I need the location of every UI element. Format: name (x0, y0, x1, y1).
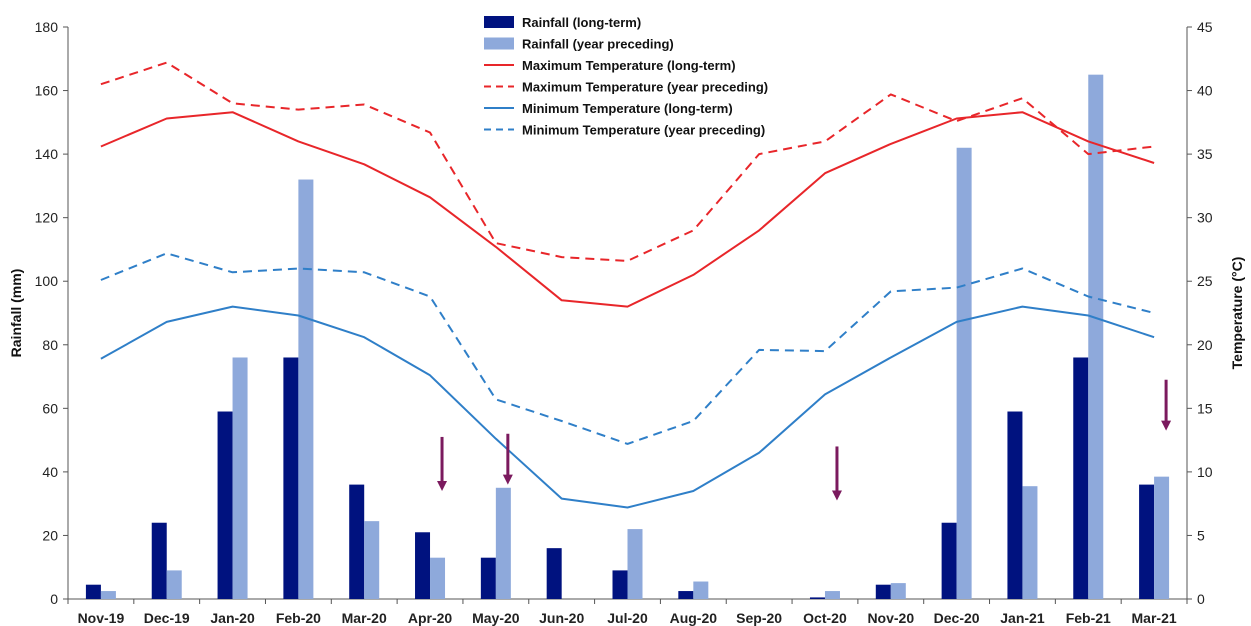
legend-label: Rainfall (long-term) (522, 15, 641, 30)
rainfall-bar (415, 532, 431, 599)
rainfall-bar (1139, 484, 1155, 599)
rainfall-bar (495, 487, 511, 599)
x-tick-label: Jan-21 (1000, 610, 1045, 626)
x-tick-label: May-20 (472, 610, 520, 626)
x-tick-label: Oct-20 (803, 610, 847, 626)
legend-swatch (484, 16, 514, 28)
right-tick-label: 35 (1197, 146, 1213, 162)
x-tick-label: Jul-20 (607, 610, 648, 626)
right-tick-label: 15 (1197, 400, 1213, 416)
rainfall-bar (546, 548, 562, 599)
x-tick-label: Feb-21 (1066, 610, 1111, 626)
rainfall-bar (298, 179, 314, 600)
right-tick-label: 30 (1197, 210, 1213, 226)
x-tick-label: Apr-20 (408, 610, 453, 626)
left-tick-label: 40 (42, 464, 58, 480)
rainfall-bar (809, 597, 825, 599)
rainfall-bar (232, 357, 248, 599)
rainfall-bar (1154, 476, 1170, 599)
right-tick-label: 10 (1197, 464, 1213, 480)
rainfall-bar (1007, 411, 1023, 599)
y-axis-title: Rainfall (mm) (8, 269, 24, 358)
right-tick-label: 45 (1197, 19, 1213, 35)
rainfall-bar (941, 522, 957, 599)
down-arrow-head (502, 474, 513, 485)
rainfall-bar (956, 147, 972, 599)
rainfall-bar (430, 557, 446, 599)
right-tick-label: 40 (1197, 83, 1213, 99)
left-tick-label: 160 (35, 83, 59, 99)
left-tick-label: 140 (35, 146, 59, 162)
rainfall-bar (627, 529, 643, 599)
rainfall-bar (349, 484, 365, 599)
legend-swatch (484, 37, 514, 50)
rainfall-bar (283, 357, 299, 599)
rainfall-bar (151, 522, 167, 599)
rainfall-bar (1073, 357, 1089, 599)
right-tick-label: 25 (1197, 273, 1213, 289)
left-tick-label: 80 (42, 337, 58, 353)
temperature-line (100, 305, 1155, 509)
temperature-line (100, 111, 1155, 308)
x-tick-label: Jan-20 (210, 610, 255, 626)
rainfall-bar (166, 570, 182, 599)
left-tick-label: 180 (35, 19, 59, 35)
x-tick-label: Nov-19 (78, 610, 125, 626)
rainfall-bar (85, 584, 101, 599)
x-tick-label: Jun-20 (539, 610, 584, 626)
rainfall-bar (1022, 486, 1038, 599)
x-tick-label: Sep-20 (736, 610, 782, 626)
left-tick-label: 120 (35, 210, 59, 226)
rainfall-bar (890, 583, 906, 599)
rainfall-bar (364, 521, 380, 599)
x-tick-label: Nov-20 (867, 610, 914, 626)
rainfall-bar (875, 584, 891, 599)
x-tick-label: Dec-20 (934, 610, 980, 626)
rainfall-bar (824, 591, 840, 599)
left-tick-label: 20 (42, 527, 58, 543)
legend-label: Maximum Temperature (year preceding) (522, 80, 768, 95)
x-tick-label: Aug-20 (670, 610, 718, 626)
down-arrow-head (437, 480, 448, 491)
rainfall-bar (612, 570, 628, 599)
left-tick-label: 60 (42, 400, 58, 416)
legend-label: Minimum Temperature (long-term) (522, 101, 733, 116)
rainfall-bar (480, 557, 496, 599)
right-tick-label: 0 (1197, 591, 1205, 607)
x-tick-label: Dec-19 (144, 610, 190, 626)
temperature-line (100, 252, 1155, 445)
rainfall-bar (217, 411, 233, 599)
y2-axis-title: Temperature (°C) (1229, 257, 1245, 370)
rainfall-bar (1088, 74, 1104, 599)
left-tick-label: 0 (50, 591, 58, 607)
left-tick-label: 100 (35, 273, 59, 289)
right-tick-label: 20 (1197, 337, 1213, 353)
x-tick-label: Feb-20 (276, 610, 321, 626)
legend-label: Maximum Temperature (long-term) (522, 58, 736, 73)
legend-label: Minimum Temperature (year preceding) (522, 123, 765, 138)
rainfall-bar (693, 581, 709, 599)
down-arrow-head (831, 490, 842, 501)
rainfall-bar (678, 591, 694, 599)
legend-label: Rainfall (year preceding) (522, 37, 674, 52)
rainfall-bar (100, 591, 116, 599)
down-arrow-head (1161, 420, 1172, 431)
x-tick-label: Mar-20 (342, 610, 387, 626)
temperature-line (100, 61, 1155, 262)
x-tick-label: Mar-21 (1132, 610, 1177, 626)
right-tick-label: 5 (1197, 527, 1205, 543)
